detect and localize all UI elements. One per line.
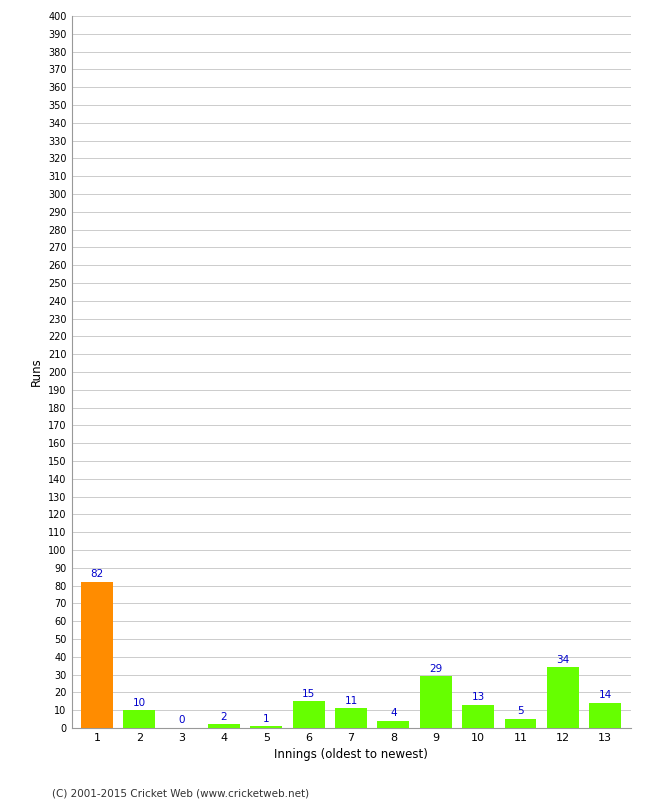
Bar [335,709,367,728]
Text: 13: 13 [471,692,485,702]
Text: 34: 34 [556,655,569,665]
Bar [504,719,536,728]
Bar [462,705,494,728]
Text: 82: 82 [90,570,103,579]
Bar [124,710,155,728]
Bar [589,703,621,728]
Text: 0: 0 [178,715,185,726]
Text: 11: 11 [344,696,358,706]
Text: 1: 1 [263,714,270,723]
Bar [208,725,240,728]
Bar [292,702,324,728]
Text: 10: 10 [133,698,146,707]
Bar [420,676,452,728]
Text: 4: 4 [390,708,396,718]
Bar [378,721,410,728]
X-axis label: Innings (oldest to newest): Innings (oldest to newest) [274,749,428,762]
Text: (C) 2001-2015 Cricket Web (www.cricketweb.net): (C) 2001-2015 Cricket Web (www.cricketwe… [52,788,309,798]
Bar [81,582,113,728]
Text: 5: 5 [517,706,524,717]
Bar [547,667,578,728]
Bar [250,726,282,728]
Text: 15: 15 [302,689,315,698]
Text: 29: 29 [429,664,442,674]
Y-axis label: Runs: Runs [29,358,42,386]
Text: 14: 14 [599,690,612,701]
Text: 2: 2 [220,712,228,722]
